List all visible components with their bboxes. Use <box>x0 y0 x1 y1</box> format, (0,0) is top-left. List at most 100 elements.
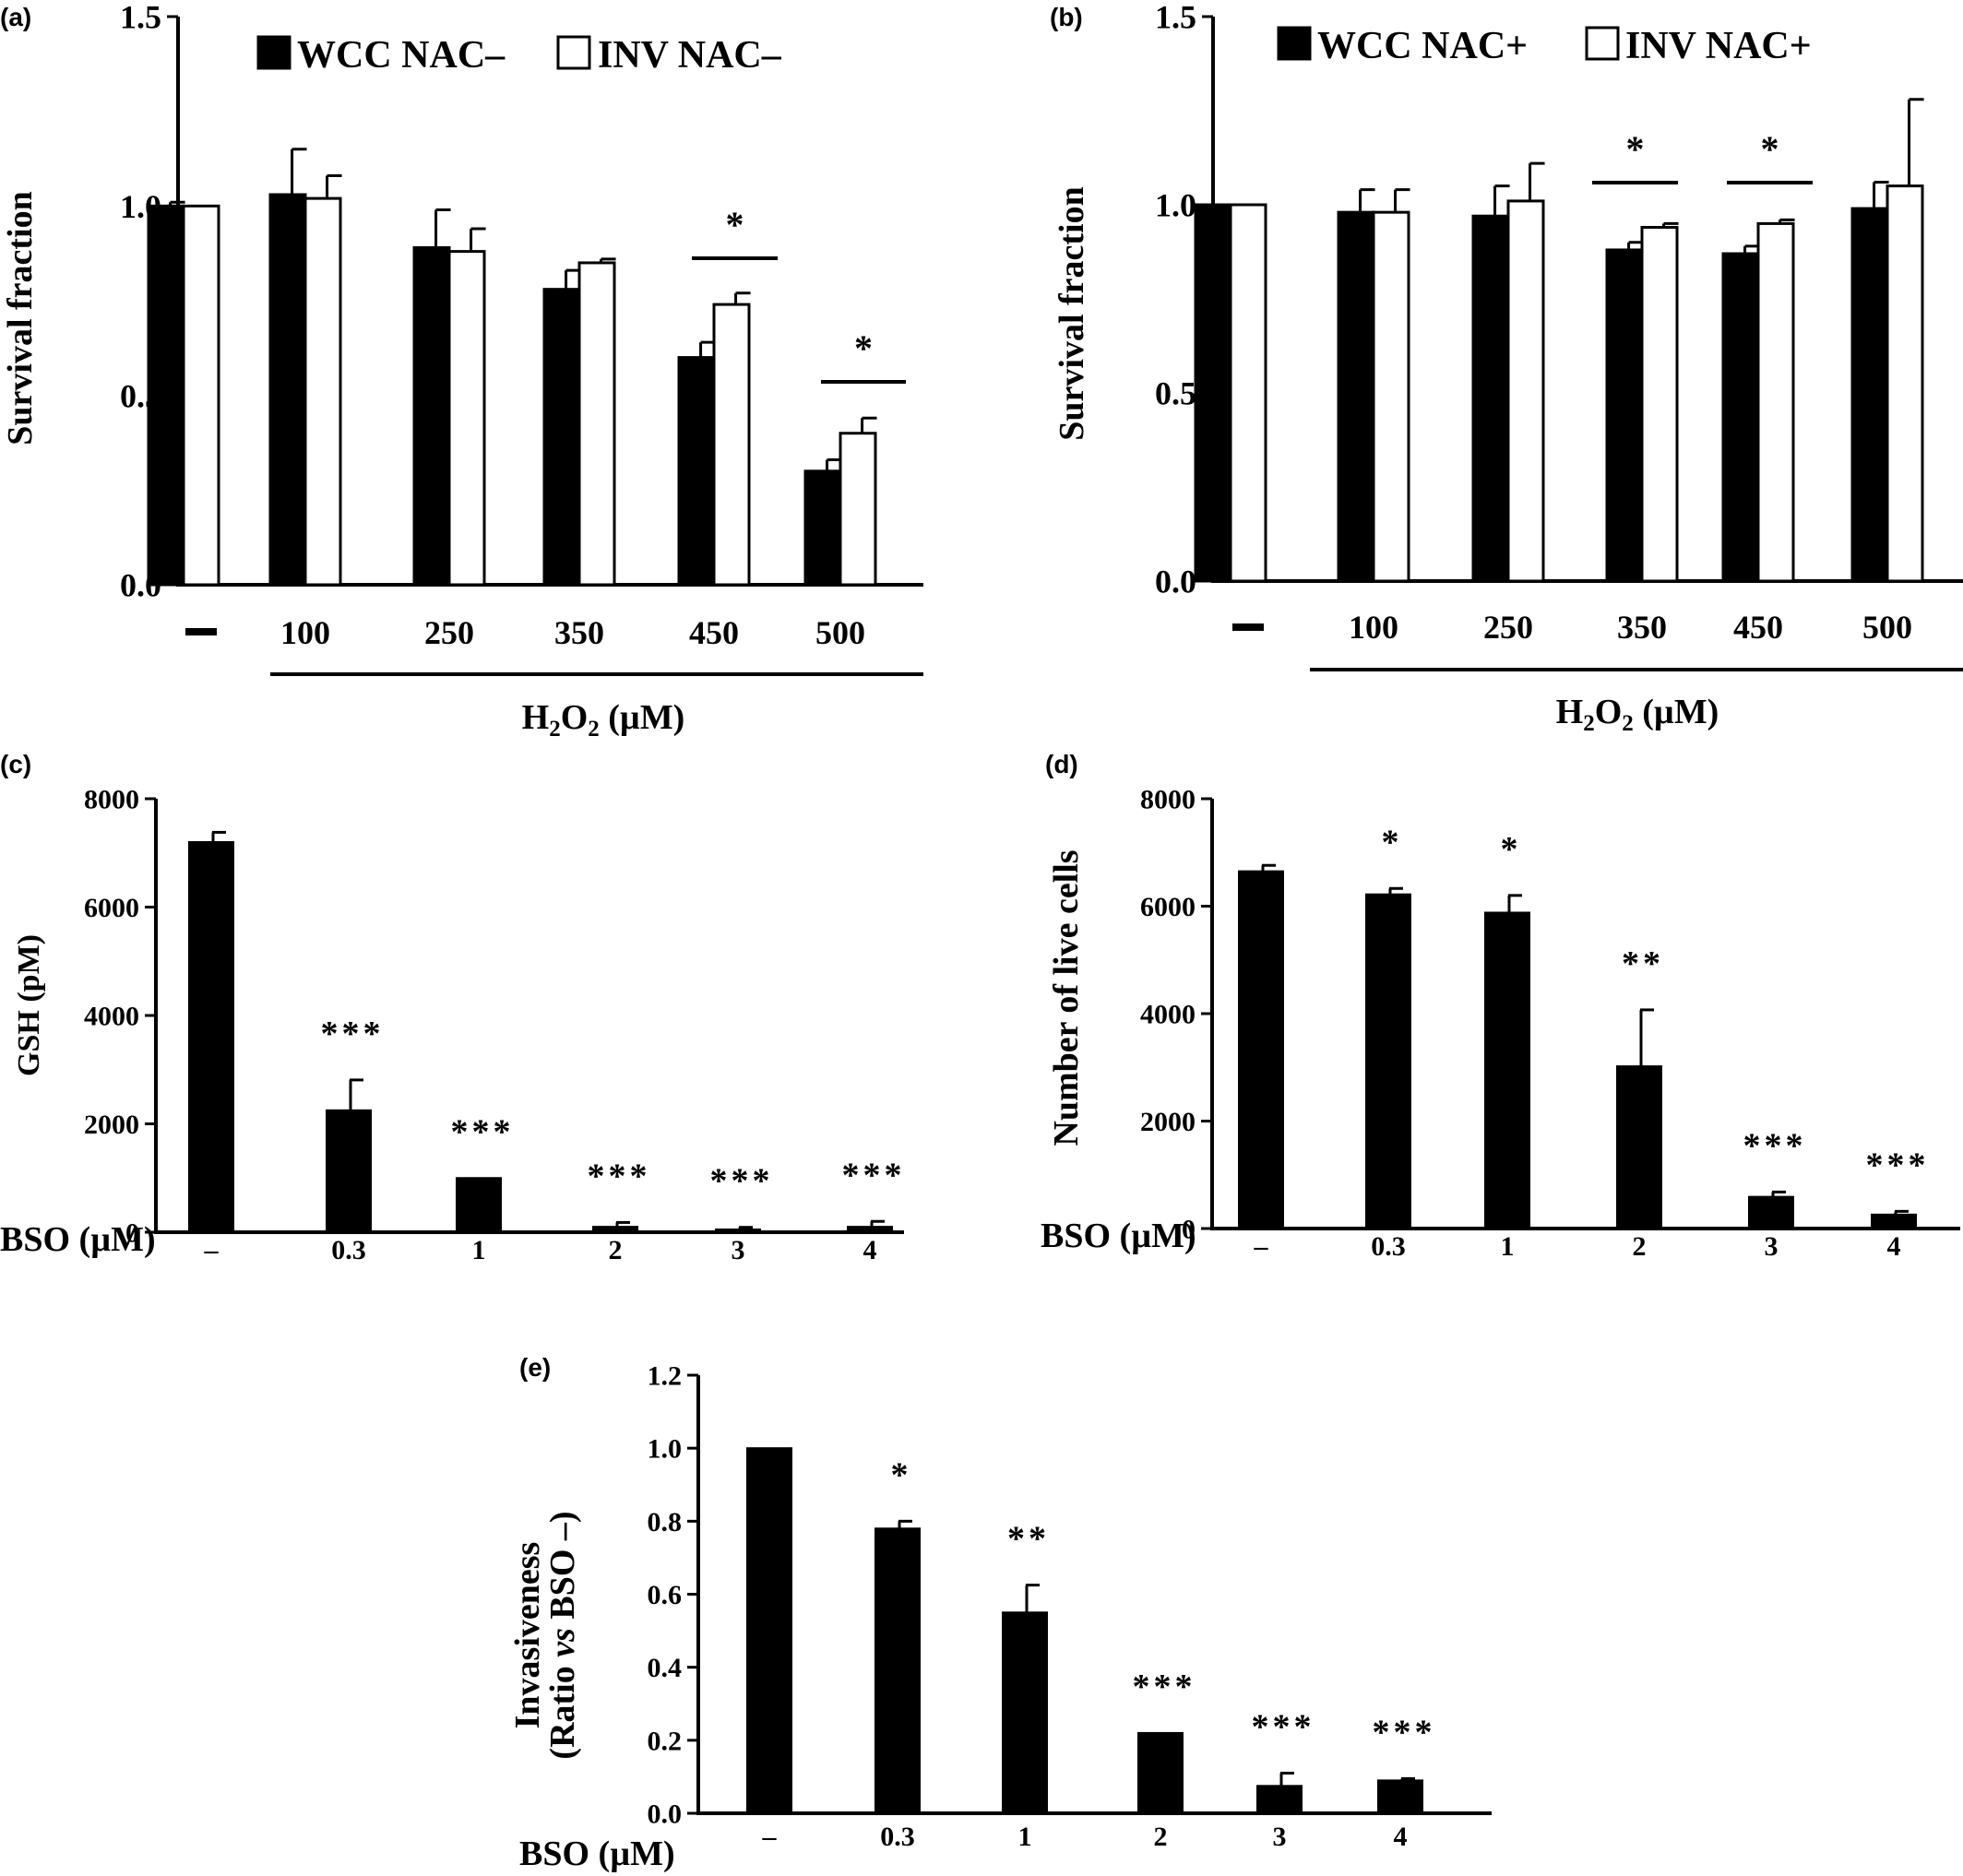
x-prefix-e: BSO (µM) <box>519 1834 675 1873</box>
y-tick-label-d: 8000 <box>1140 785 1196 815</box>
panel-label-c: (c) <box>0 750 31 778</box>
y-axis-label-b: Survival fraction <box>1053 186 1091 440</box>
bar-d-3 <box>1616 1065 1662 1229</box>
bar-b-series1-3 <box>1640 225 1679 583</box>
y-tick-label-a: 1.0 <box>120 188 161 225</box>
significance-mark-e-3: *** <box>1133 1668 1196 1706</box>
panel-label-d: (d) <box>1045 750 1078 778</box>
x-tick-label-b: 250 <box>1483 609 1533 646</box>
y-tick-label-b: 0.0 <box>1155 564 1196 600</box>
y-tick-label-d: 2000 <box>1140 1107 1196 1137</box>
x-tick-label-b: 100 <box>1349 609 1398 646</box>
axes-b <box>1211 17 1963 583</box>
x-tick-label-d: 4 <box>1887 1231 1901 1262</box>
significance-mark-c-2: *** <box>451 1112 515 1151</box>
bar-a-series0-4 <box>677 356 716 587</box>
significance-star-b: * <box>1626 128 1645 170</box>
bar-e-0 <box>746 1447 792 1814</box>
x-tick-label-e: – <box>762 1822 778 1852</box>
y-tick-label-e: 1.2 <box>648 1361 683 1392</box>
x-tick-label-dash-b <box>1232 623 1264 631</box>
bar-b-series0-4 <box>1721 252 1760 583</box>
bars-a <box>147 148 877 587</box>
y-tick-label-c: 6000 <box>84 893 139 923</box>
y-axis-label-e-line1: Invasiveness <box>508 1542 547 1729</box>
bar-e-4 <box>1256 1785 1303 1814</box>
bars-b <box>1194 98 1924 583</box>
x-tick-label-b: 350 <box>1617 609 1667 646</box>
legend-label-inv-b: INV NAC+ <box>1625 25 1812 67</box>
bars-c <box>188 830 893 1233</box>
x-tick-label-d: 3 <box>1765 1231 1779 1262</box>
bar-b-series1-2 <box>1506 199 1545 583</box>
bar-c-5 <box>847 1226 893 1233</box>
bar-a-series1-3 <box>577 261 616 587</box>
x-ticks-d: – 0.3 1 2 3 4 <box>1254 1231 1901 1262</box>
y-tick-label-b: 1.0 <box>1155 187 1196 224</box>
legend-label-wcc-b: WCC NAC+ <box>1317 25 1528 67</box>
bar-e-1 <box>874 1527 921 1814</box>
bar-d-1 <box>1365 893 1411 1229</box>
y-ticks-e: 0.0 0.2 0.4 0.6 0.8 1.0 1.2 <box>648 1361 698 1830</box>
y-tick-label-e: 0.6 <box>648 1580 683 1610</box>
x-tick-label-e: 1 <box>1018 1822 1032 1852</box>
significance-mark-c-4: *** <box>710 1162 774 1201</box>
bar-b-series1-4 <box>1756 221 1795 583</box>
bar-c-3 <box>592 1226 638 1233</box>
significance-mark-c-1: *** <box>321 1015 385 1053</box>
x-axis-label-a: H2O2 (µM) <box>522 698 685 742</box>
x-ticks-c: – 0.3 1 2 3 4 <box>204 1235 877 1265</box>
panel-e: (e) ********* *** –0.3 1 2 3 4 0.00.20.40.60.… <box>508 1353 1492 1873</box>
bar-c-4 <box>715 1229 761 1233</box>
bar-a-series1-2 <box>447 250 486 587</box>
significance-mark-c-3: *** <box>588 1157 651 1195</box>
y-tick-label-b: 0.5 <box>1155 375 1196 412</box>
x-tick-label-c: 0.3 <box>331 1235 366 1265</box>
x-tick-label-a: 100 <box>280 614 330 651</box>
y-tick-label-e: 0.8 <box>648 1507 683 1538</box>
y-ticks-c: 0 2000 4000 6000 8000 <box>84 785 156 1249</box>
bar-d-5 <box>1871 1213 1917 1229</box>
panel-label-a: (a) <box>0 3 31 31</box>
x-tick-label-a: 450 <box>689 614 739 651</box>
y-tick-label-e: 0.2 <box>648 1726 683 1756</box>
bar-b-series0-5 <box>1850 207 1889 583</box>
bar-a-series0-3 <box>542 288 581 587</box>
y-ticks-d: 0 2000 4000 6000 8000 <box>1140 785 1212 1245</box>
significance-b: * * <box>1592 128 1813 184</box>
x-tick-label-d: – <box>1254 1231 1269 1262</box>
x-tick-label-c: – <box>204 1235 220 1265</box>
bar-b-series1-5 <box>1886 184 1924 583</box>
y-tick-label-d: 4000 <box>1140 1000 1196 1030</box>
y-ticks-a: 0.0 0.5 1.0 1.5 <box>120 0 178 604</box>
bar-a-series0-1 <box>268 193 307 587</box>
bar-a-series1-5 <box>839 432 877 587</box>
significance-a: ** <box>692 204 906 384</box>
bar-d-2 <box>1484 911 1530 1229</box>
significance-e: ********* *** <box>891 1455 1433 1751</box>
bar-e-3 <box>1137 1731 1184 1814</box>
legend-label-wcc-a: WCC NAC– <box>297 34 506 77</box>
bars-d <box>1238 863 1917 1229</box>
bar-d-0 <box>1238 870 1284 1229</box>
y-tick-label-c: 0 <box>125 1218 139 1249</box>
bar-a-series1-0 <box>182 204 220 587</box>
x-tick-label-d: 0.3 <box>1371 1231 1406 1262</box>
legend-swatch-inv-a <box>556 35 591 70</box>
x-ticks-e: – 0.3 1 2 3 4 <box>762 1822 1408 1852</box>
panel-label-b: (b) <box>1050 3 1083 31</box>
y-tick-label-a: 0.5 <box>120 377 161 414</box>
y-tick-label-b: 1.5 <box>1155 0 1196 36</box>
y-tick-label-c: 4000 <box>84 1002 139 1032</box>
y-tick-label-e: 0.4 <box>648 1653 683 1683</box>
legend-a: WCC NAC– INV NAC– <box>256 34 782 77</box>
bar-a-series1-1 <box>303 196 342 587</box>
significance-mark-e-2: ** <box>1007 1520 1050 1559</box>
x-tick-label-c: 2 <box>609 1235 623 1265</box>
x-axis-label-b: H2O2 (µM) <box>1556 693 1719 736</box>
x-tick-label-e: 2 <box>1154 1822 1168 1852</box>
x-tick-label-b: 450 <box>1733 609 1783 646</box>
